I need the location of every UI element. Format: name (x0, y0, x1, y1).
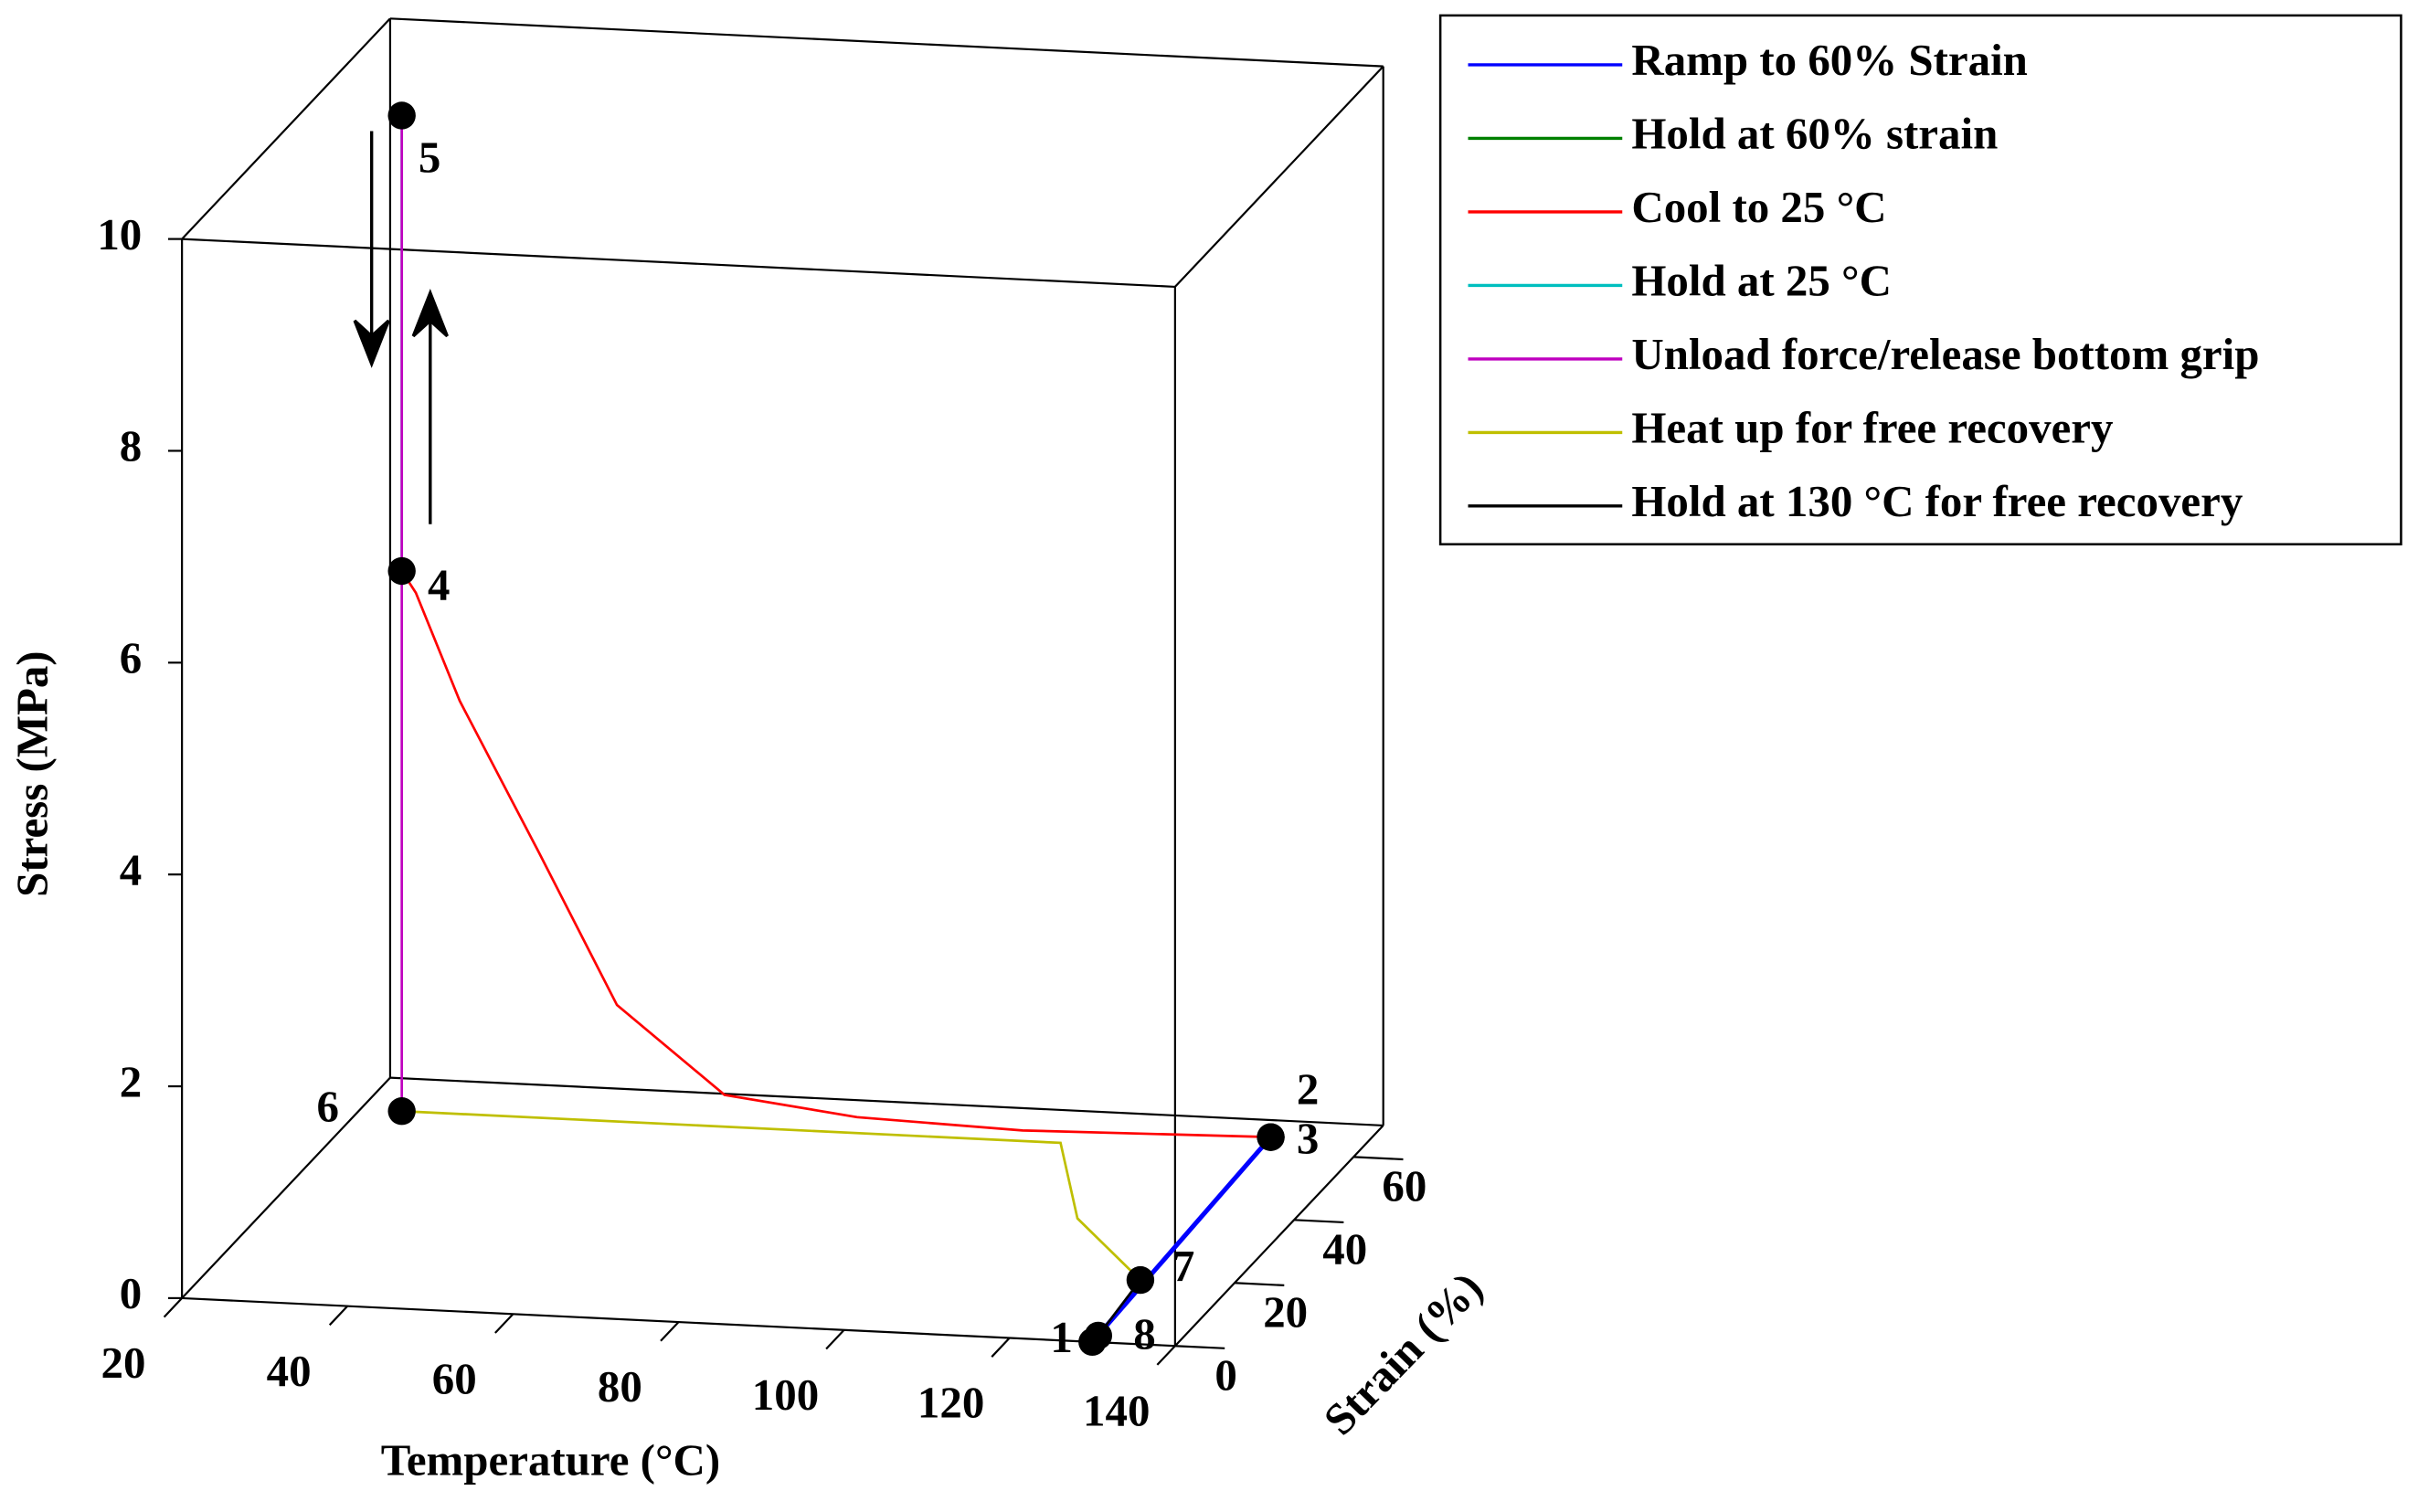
z-tick-label: 4 (120, 844, 142, 894)
legend-label: Hold at 25 °C (1631, 256, 1892, 306)
y-tick-label: 40 (1322, 1224, 1367, 1274)
x-tick-label: 40 (267, 1346, 312, 1396)
z-tick-label: 8 (120, 421, 142, 471)
box-edge (1174, 1125, 1384, 1347)
arrows (353, 131, 449, 524)
marker (1126, 1265, 1155, 1295)
series-line (401, 1109, 1141, 1282)
y-tick-label: 60 (1382, 1161, 1426, 1211)
series-line (400, 570, 1271, 1138)
marker (1084, 1321, 1113, 1350)
y-tick-label: 0 (1214, 1350, 1236, 1401)
legend-label: Heat up for free recovery (1631, 403, 2113, 453)
arrow-down-head (353, 319, 390, 368)
legend-label: Hold at 60% strain (1631, 109, 1998, 159)
x-tick (825, 1329, 845, 1350)
marker-label: 8 (1133, 1309, 1155, 1359)
marker-label: 2 (1297, 1064, 1319, 1115)
box-edge (1174, 65, 1384, 288)
marker (387, 1097, 416, 1126)
x-tick (1156, 1345, 1176, 1366)
legend-label: Cool to 25 °C (1631, 182, 1886, 232)
z-tick-label: 10 (97, 209, 142, 259)
series-line (1090, 1135, 1273, 1344)
box-edge (389, 1076, 1384, 1127)
x-tick-label: 100 (752, 1369, 819, 1420)
legend-label: Unload force/release bottom grip (1631, 329, 2259, 379)
z-axis-title: Stress (MPa) (7, 650, 58, 896)
y-tick-label: 20 (1263, 1287, 1308, 1338)
marker-label: 6 (316, 1081, 338, 1131)
legend-box (1438, 14, 2402, 545)
y-tick (1174, 1345, 1225, 1349)
x-tick-label: 80 (598, 1361, 642, 1412)
marker-label: 7 (1172, 1241, 1194, 1291)
x-tick (163, 1297, 183, 1318)
legend-label: Ramp to 60% Strain (1631, 35, 2028, 85)
arrow-up-head (411, 289, 449, 338)
x-tick (660, 1321, 680, 1342)
marker (1257, 1123, 1285, 1151)
x-tick (494, 1313, 514, 1334)
marker (387, 556, 416, 586)
x-tick-label: 140 (1083, 1385, 1150, 1435)
legend-label: Hold at 130 °C for free recovery (1631, 476, 2243, 526)
marker (387, 101, 416, 130)
y-tick (1353, 1156, 1404, 1161)
box-edge (181, 17, 391, 240)
y-tick (1234, 1282, 1285, 1286)
box-edge (182, 238, 1175, 289)
marker-label: 5 (419, 132, 440, 182)
z-tick-label: 0 (120, 1268, 142, 1318)
x-tick-label: 120 (917, 1378, 984, 1428)
x-tick (328, 1305, 349, 1327)
y-tick (1294, 1219, 1344, 1224)
x-tick (991, 1337, 1011, 1358)
x-tick-label: 20 (101, 1338, 146, 1388)
x-tick-label: 60 (432, 1354, 477, 1404)
marker-label: 4 (428, 559, 450, 609)
box-edge (181, 1076, 391, 1299)
marker-label: 3 (1297, 1114, 1319, 1164)
z-tick-label: 6 (120, 633, 142, 683)
x-axis-title: Temperature (°C) (381, 1434, 720, 1485)
box-edge (389, 17, 1384, 68)
z-tick-label: 2 (120, 1056, 142, 1106)
marker-label: 1 (1050, 1312, 1072, 1362)
